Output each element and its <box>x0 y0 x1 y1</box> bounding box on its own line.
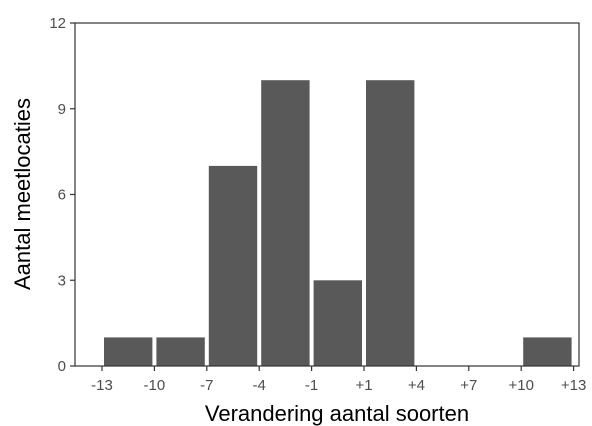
x-tick-label: -4 <box>253 377 266 394</box>
y-tick-label: 9 <box>58 101 66 118</box>
x-axis-ticks: -13 -10 -7 -4 -1 +1 +4 +7 +10 +13 <box>91 366 586 394</box>
x-tick-label: -1 <box>305 377 318 394</box>
bar <box>523 337 572 366</box>
bar <box>104 337 153 366</box>
y-tick-label: 12 <box>49 15 66 32</box>
x-tick-label: +13 <box>561 377 586 394</box>
plot-frame <box>74 22 580 367</box>
x-axis-title: Verandering aantal soorten <box>205 401 469 426</box>
bar <box>313 280 362 367</box>
y-tick-label: 3 <box>58 272 66 289</box>
x-tick-label: +4 <box>408 377 425 394</box>
x-tick-label: -13 <box>91 377 113 394</box>
x-tick-label: +1 <box>355 377 372 394</box>
bar <box>261 80 310 366</box>
y-tick-label: 0 <box>58 358 66 375</box>
x-tick-label: -10 <box>144 377 166 394</box>
y-tick-label: 6 <box>58 187 66 204</box>
x-tick-label: +10 <box>508 377 533 394</box>
bar <box>156 337 205 366</box>
bars-group <box>104 80 572 367</box>
y-axis-ticks: 0 3 6 9 12 <box>49 15 75 375</box>
bar <box>208 165 258 366</box>
x-tick-label: -7 <box>200 377 213 394</box>
y-axis-title: Aantal meetlocaties <box>10 98 35 290</box>
x-tick-label: +7 <box>460 377 477 394</box>
bar <box>366 80 415 366</box>
